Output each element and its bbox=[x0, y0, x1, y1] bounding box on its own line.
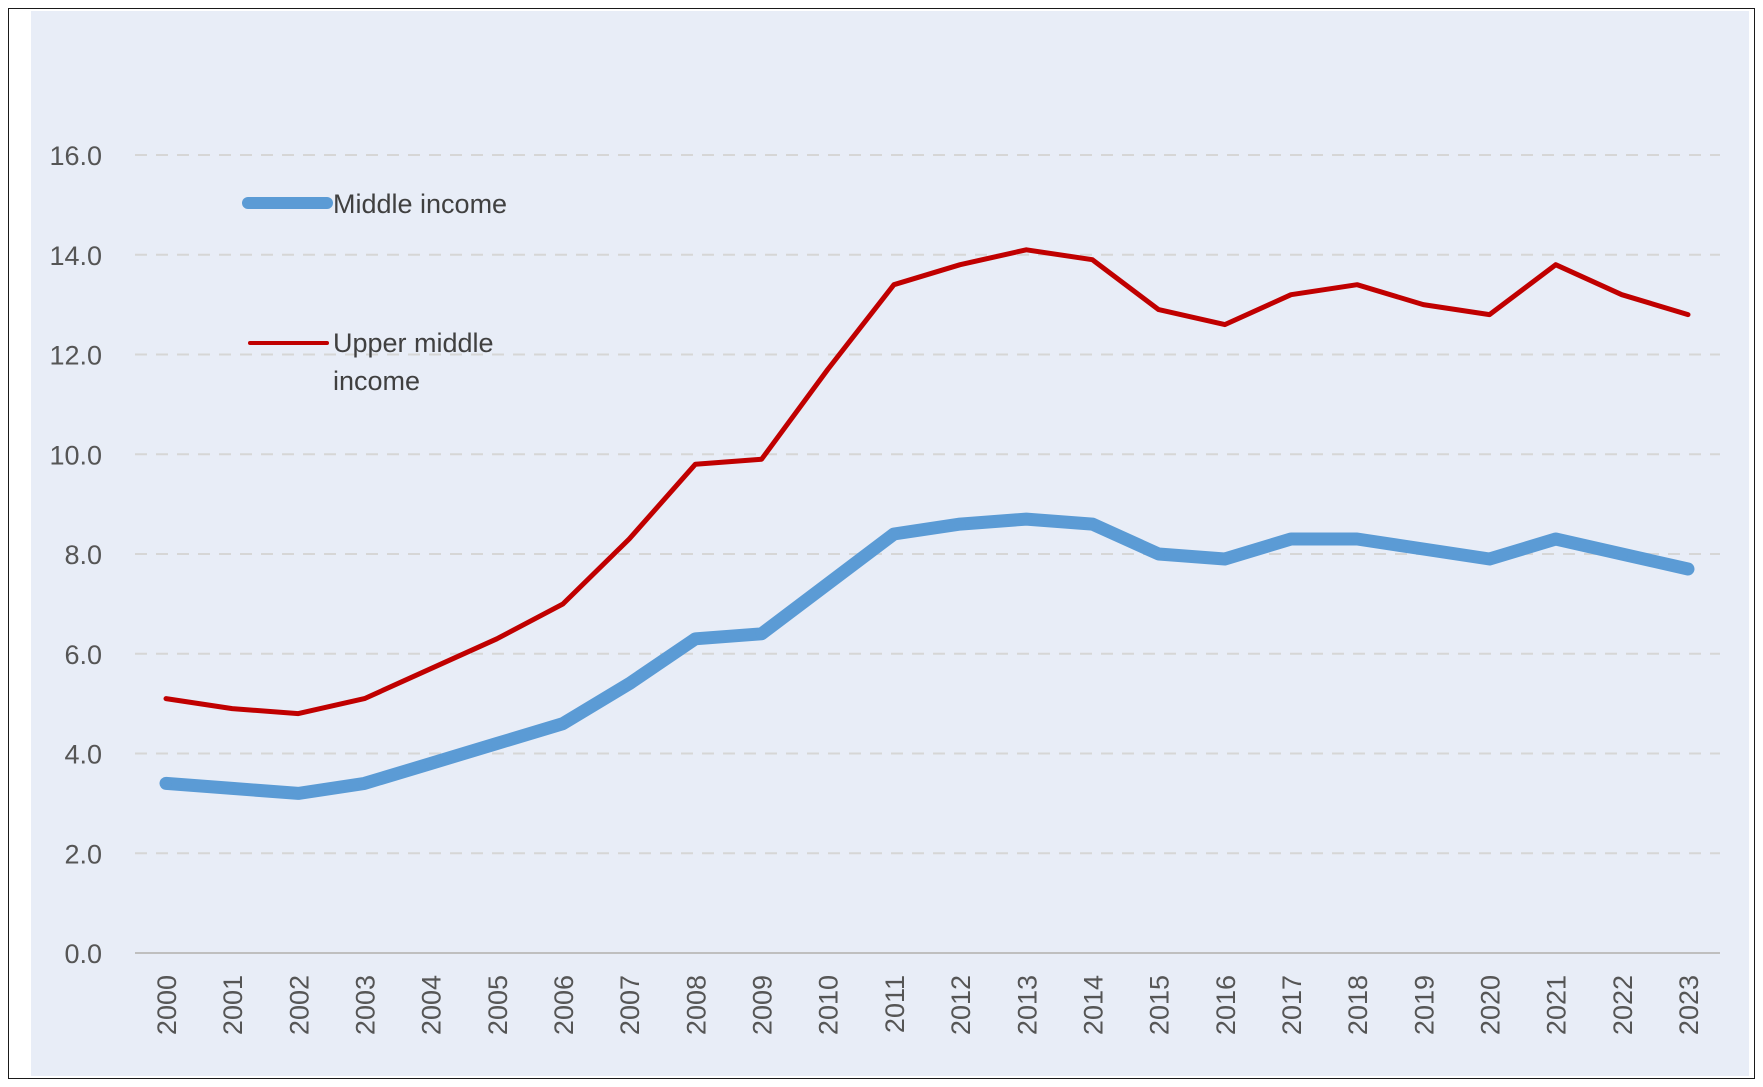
data-point-middle-income bbox=[358, 777, 371, 790]
x-tick-label: 2005 bbox=[483, 975, 513, 1035]
data-point-middle-income bbox=[1284, 533, 1297, 546]
data-point-upper-middle-income bbox=[230, 706, 235, 711]
x-tick-label: 2014 bbox=[1078, 975, 1108, 1035]
y-tick-label: 2.0 bbox=[64, 839, 102, 869]
data-point-upper-middle-income bbox=[1553, 262, 1558, 267]
legend-label-middle-income: Middle income bbox=[333, 189, 507, 219]
series-line-middle-income bbox=[159, 512, 1695, 800]
y-tick-label: 4.0 bbox=[64, 740, 102, 770]
series-line-upper-middle-income bbox=[163, 247, 1691, 717]
data-point-middle-income bbox=[1086, 518, 1099, 531]
grid-lines bbox=[135, 154, 1720, 855]
y-tick-label: 6.0 bbox=[64, 640, 102, 670]
legend-label-upper-middle-income-line2: income bbox=[333, 366, 420, 396]
y-tick-label: 8.0 bbox=[64, 540, 102, 570]
data-point-upper-middle-income bbox=[958, 262, 963, 267]
data-point-middle-income bbox=[1417, 543, 1430, 556]
data-point-upper-middle-income bbox=[1355, 282, 1360, 287]
data-point-upper-middle-income bbox=[164, 696, 168, 701]
data-point-upper-middle-income bbox=[494, 636, 499, 641]
data-point-upper-middle-income bbox=[296, 711, 301, 716]
legend-label-upper-middle-income: Upper middle bbox=[333, 328, 494, 358]
x-tick-label: 2022 bbox=[1608, 975, 1638, 1035]
y-tick-label: 14.0 bbox=[49, 241, 102, 271]
x-tick-label: 2013 bbox=[1012, 975, 1042, 1035]
data-point-middle-income bbox=[1152, 548, 1165, 560]
data-point-upper-middle-income bbox=[1222, 322, 1227, 327]
data-point-upper-middle-income bbox=[825, 367, 830, 372]
y-tick-label: 16.0 bbox=[49, 141, 102, 171]
x-tick-label: 2010 bbox=[814, 975, 844, 1035]
data-point-middle-income bbox=[160, 777, 172, 790]
data-point-upper-middle-income bbox=[1686, 312, 1690, 317]
data-point-middle-income bbox=[1351, 533, 1364, 546]
data-point-upper-middle-income bbox=[1156, 307, 1161, 312]
x-tick-label: 2023 bbox=[1674, 975, 1704, 1035]
x-tick-label: 2016 bbox=[1211, 975, 1241, 1035]
data-point-middle-income bbox=[1615, 548, 1628, 560]
data-point-upper-middle-income bbox=[1487, 312, 1492, 317]
data-point-upper-middle-income bbox=[627, 537, 632, 542]
series-layer bbox=[159, 247, 1695, 800]
data-point-middle-income bbox=[1218, 552, 1231, 565]
data-point-upper-middle-income bbox=[1288, 292, 1293, 297]
data-point-upper-middle-income bbox=[362, 696, 367, 701]
legend: Middle income Upper middle income bbox=[242, 189, 507, 396]
y-tick-label: 12.0 bbox=[49, 341, 102, 371]
data-point-middle-income bbox=[1549, 533, 1562, 546]
data-point-middle-income bbox=[821, 577, 834, 590]
data-point-upper-middle-income bbox=[1619, 292, 1624, 297]
data-point-upper-middle-income bbox=[1090, 257, 1095, 262]
data-point-middle-income bbox=[424, 757, 437, 770]
data-point-middle-income bbox=[292, 787, 305, 800]
data-point-middle-income bbox=[689, 632, 702, 645]
data-point-middle-income bbox=[226, 782, 239, 795]
x-tick-label: 2003 bbox=[351, 975, 381, 1035]
x-tick-label: 2004 bbox=[417, 975, 447, 1035]
data-point-middle-income bbox=[887, 528, 900, 541]
data-point-middle-income bbox=[623, 677, 636, 690]
data-point-middle-income bbox=[755, 627, 768, 640]
data-point-upper-middle-income bbox=[693, 462, 698, 467]
x-tick-label: 2001 bbox=[218, 975, 248, 1035]
x-tick-label: 2021 bbox=[1542, 975, 1572, 1035]
x-tick-label: 2000 bbox=[152, 975, 182, 1035]
x-tick-label: 2015 bbox=[1145, 975, 1175, 1035]
y-axis-ticks: 0.0 2.0 4.0 6.0 8.0 10.0 12.0 14.0 16.0 bbox=[49, 141, 102, 969]
chart-frame bbox=[8, 8, 1755, 1079]
data-point-upper-middle-income bbox=[759, 457, 764, 462]
data-point-upper-middle-income bbox=[561, 601, 566, 606]
data-point-middle-income bbox=[1483, 552, 1496, 565]
x-tick-label: 2012 bbox=[946, 975, 976, 1035]
x-tick-label: 2020 bbox=[1475, 975, 1505, 1035]
data-point-upper-middle-income bbox=[891, 282, 896, 287]
data-point-upper-middle-income bbox=[1024, 247, 1029, 252]
x-tick-label: 2002 bbox=[284, 975, 314, 1035]
x-tick-label: 2011 bbox=[880, 975, 910, 1033]
data-point-upper-middle-income bbox=[428, 666, 433, 671]
data-point-middle-income bbox=[557, 717, 570, 730]
data-point-middle-income bbox=[1020, 513, 1033, 526]
x-tick-label: 2017 bbox=[1277, 975, 1307, 1035]
x-tick-label: 2007 bbox=[615, 975, 645, 1035]
x-tick-label: 2008 bbox=[681, 975, 711, 1035]
x-tick-label: 2006 bbox=[549, 975, 579, 1035]
y-tick-label: 10.0 bbox=[49, 440, 102, 470]
data-point-middle-income bbox=[490, 737, 503, 750]
data-point-upper-middle-income bbox=[1421, 302, 1426, 307]
data-point-middle-income bbox=[954, 518, 967, 531]
x-tick-label: 2009 bbox=[748, 975, 778, 1035]
x-tick-label: 2019 bbox=[1409, 975, 1439, 1035]
x-axis-ticks: 2000 2001 2002 2003 2004 2005 2006 2007 2008 2009… bbox=[152, 975, 1704, 1035]
y-tick-label: 0.0 bbox=[64, 939, 102, 969]
x-tick-label: 2018 bbox=[1343, 975, 1373, 1035]
data-point-middle-income bbox=[1682, 562, 1694, 575]
